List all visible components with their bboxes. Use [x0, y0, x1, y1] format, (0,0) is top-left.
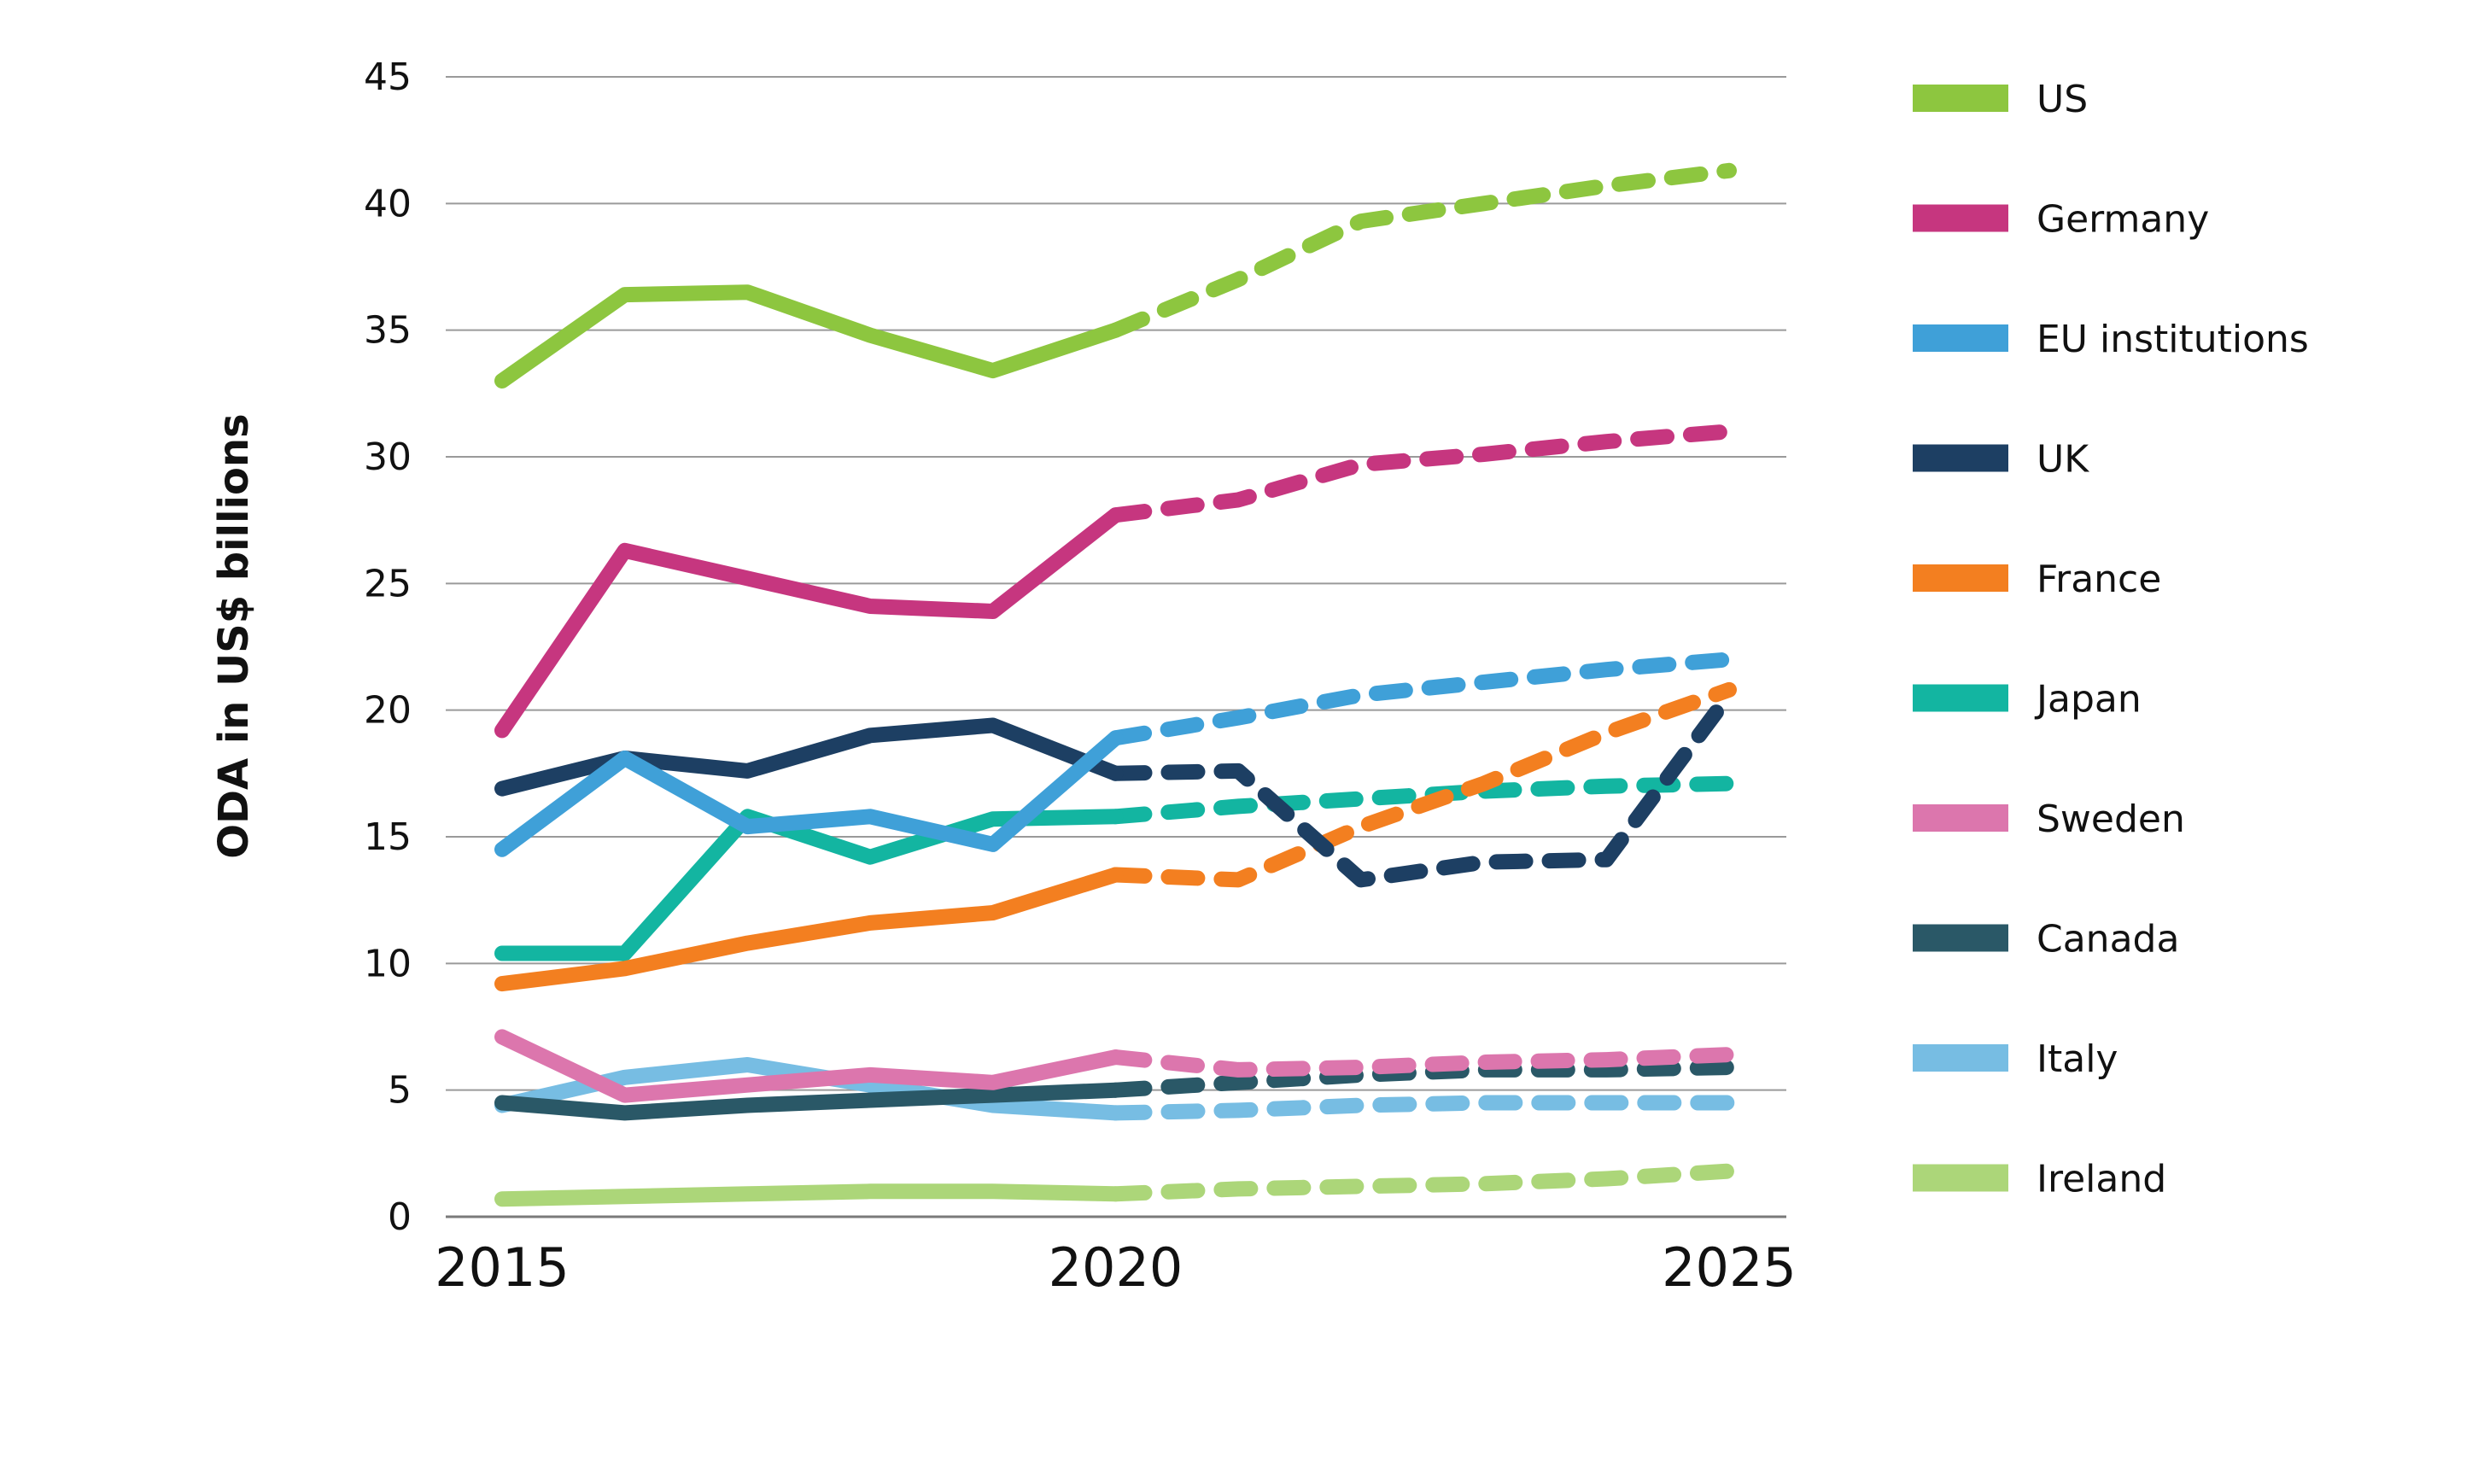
- legend-label-japan: Japan: [2034, 678, 2142, 722]
- series-uk-projected-line: [1107, 686, 1737, 888]
- series-sweden-projected-line: [1107, 1047, 1737, 1078]
- legend-swatch-france: [1913, 564, 2008, 592]
- legend: US Germany EU institutions UK France Japan Swe…: [1913, 78, 2309, 1201]
- legend-label-us: US: [2037, 78, 2088, 121]
- legend-swatch-ireland: [1913, 1164, 2008, 1192]
- legend-swatch-eu-institutions: [1913, 324, 2008, 352]
- series-italy-projected-line: [1107, 1095, 1737, 1121]
- legend-label-france: France: [2037, 558, 2161, 601]
- series-france-projected-line: [1107, 681, 1737, 888]
- legend-label-eu-institutions: EU institutions: [2037, 318, 2309, 361]
- series-germany-line: [494, 507, 1124, 739]
- y-axis-ticks: 0 5 10 15 20 25 30 35 40 45: [364, 56, 412, 1239]
- legend-swatch-us: [1913, 85, 2008, 112]
- y-tick-label: 15: [364, 815, 412, 859]
- legend-swatch-uk: [1913, 444, 2008, 472]
- legend-label-sweden: Sweden: [2037, 798, 2185, 841]
- x-tick-label: 2015: [435, 1236, 570, 1299]
- y-axis-label: ODA in US$ billions: [210, 413, 258, 858]
- series-ireland-line: [494, 1183, 1124, 1207]
- y-tick-label: 25: [364, 562, 412, 605]
- legend-swatch-sweden: [1913, 804, 2008, 832]
- legend-swatch-germany: [1913, 204, 2008, 232]
- legend-swatch-canada: [1913, 924, 2008, 952]
- series-ireland-projected-line: [1107, 1163, 1737, 1202]
- series-sweden-line: [494, 1029, 1124, 1103]
- series-lines: [494, 162, 1737, 1207]
- legend-label-germany: Germany: [2037, 198, 2209, 242]
- legend-label-ireland: Ireland: [2037, 1158, 2166, 1201]
- legend-label-canada: Canada: [2037, 918, 2179, 961]
- y-tick-label: 40: [364, 182, 412, 225]
- series-us-line: [494, 284, 1124, 389]
- series-germany-projected-line: [1107, 424, 1737, 523]
- series-france-line: [494, 867, 1124, 992]
- y-tick-label: 5: [388, 1069, 412, 1113]
- legend-label-italy: Italy: [2037, 1037, 2118, 1081]
- y-tick-label: 0: [388, 1195, 412, 1239]
- y-tick-label: 30: [364, 435, 412, 479]
- series-uk-line: [494, 717, 1124, 797]
- series-canada-line: [494, 1082, 1124, 1121]
- legend-swatch-italy: [1913, 1044, 2008, 1072]
- series-japan-projected-line: [1107, 775, 1737, 825]
- legend-swatch-japan: [1913, 684, 2008, 712]
- series-us-projected-line: [1107, 162, 1737, 338]
- y-tick-label: 45: [364, 56, 412, 99]
- legend-label-uk: UK: [2037, 438, 2089, 482]
- series-eu-institutions-line: [494, 730, 1124, 857]
- grid-lines: [446, 76, 1786, 1218]
- x-axis-ticks: 2015 2020 2025: [435, 1236, 1797, 1299]
- series-canada-projected-line: [1107, 1060, 1737, 1098]
- y-tick-label: 10: [364, 942, 412, 985]
- series-eu-institutions-projected-line: [1107, 651, 1737, 746]
- x-tick-label: 2025: [1662, 1236, 1797, 1299]
- y-tick-label: 20: [364, 689, 412, 733]
- x-tick-label: 2020: [1049, 1236, 1183, 1299]
- y-tick-label: 35: [364, 309, 412, 353]
